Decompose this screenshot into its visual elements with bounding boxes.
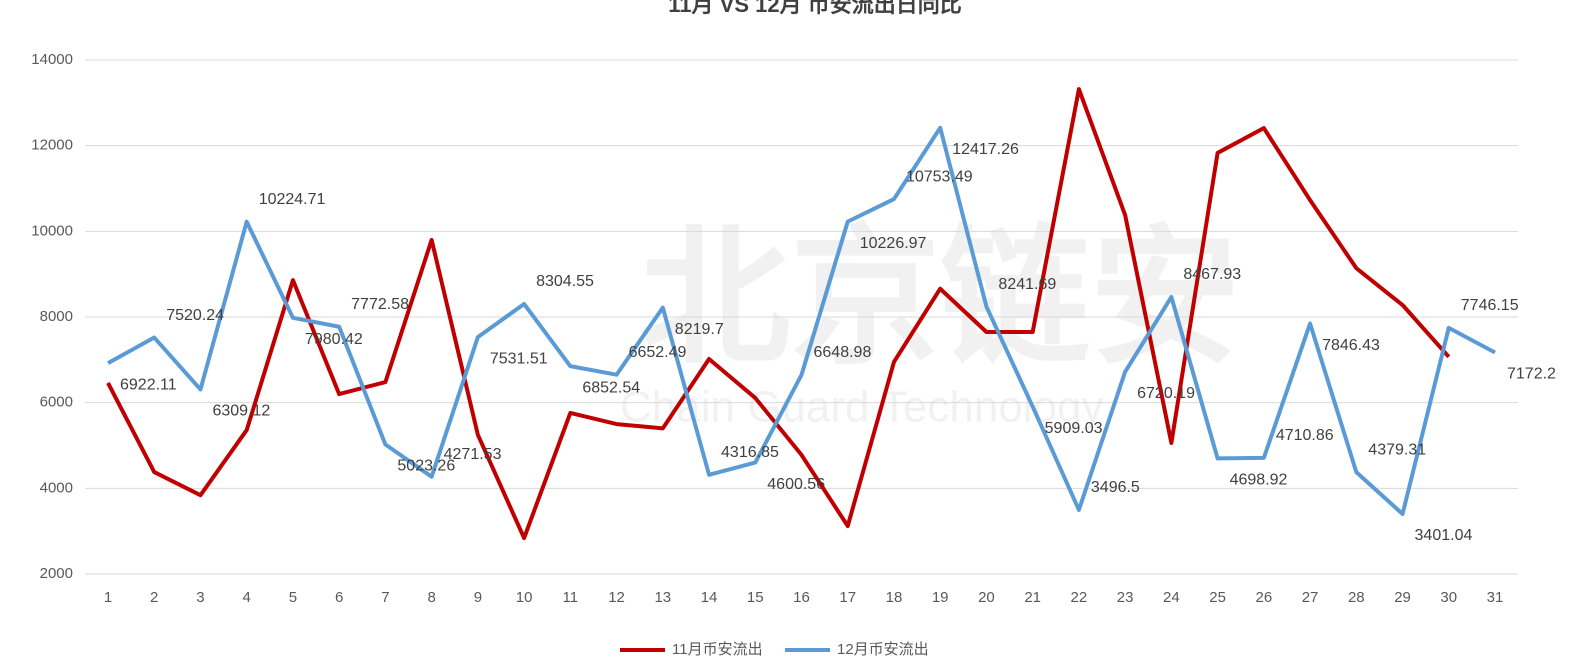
x-tick-label: 13	[654, 589, 671, 606]
y-tick-label: 14000	[31, 51, 73, 68]
series-line	[106, 87, 1451, 541]
y-tick-label: 10000	[31, 222, 73, 239]
data-label: 8304.55	[536, 273, 594, 290]
data-label: 7520.24	[166, 307, 224, 324]
x-tick-label: 29	[1394, 589, 1411, 606]
series-line	[107, 125, 1496, 516]
data-label: 4600.56	[767, 476, 825, 493]
x-tick-label: 10	[516, 589, 533, 606]
x-tick-label: 27	[1302, 589, 1319, 606]
data-label: 6652.49	[629, 344, 687, 361]
y-tick-label: 8000	[40, 308, 73, 325]
x-tick-label: 3	[196, 589, 204, 606]
x-tick-label: 11	[563, 589, 579, 606]
data-label: 4710.86	[1276, 427, 1334, 444]
x-tick-label: 4	[243, 589, 251, 606]
legend-label: 11月币安流出	[672, 641, 763, 658]
data-label: 8219.7	[675, 321, 724, 338]
data-label: 6852.54	[582, 379, 640, 396]
data-label: 7980.42	[305, 331, 363, 348]
data-label: 3401.04	[1415, 527, 1473, 544]
y-tick-label: 12000	[31, 137, 73, 154]
x-tick-label: 16	[793, 589, 810, 606]
x-tick-label: 19	[932, 589, 949, 606]
data-label: 8467.93	[1183, 266, 1241, 283]
data-label: 5909.03	[1045, 420, 1103, 437]
watermark: 北京链安	[640, 214, 1240, 382]
watermark-sub: Chain Guard Technology	[620, 383, 1104, 432]
x-tick-label: 14	[701, 589, 718, 606]
y-tick-label: 6000	[40, 394, 73, 411]
x-tick-label: 1	[104, 589, 112, 606]
x-tick-label: 8	[427, 589, 435, 606]
x-tick-label: 17	[839, 589, 856, 606]
data-label: 4698.92	[1230, 472, 1288, 489]
chart-title: 11月 VS 12月 币安流出日同比	[668, 0, 961, 17]
data-label: 10224.71	[259, 191, 326, 208]
data-label: 7846.43	[1322, 337, 1380, 354]
x-tick-label: 15	[747, 589, 764, 606]
x-tick-label: 2	[150, 589, 158, 606]
x-tick-label: 22	[1071, 589, 1088, 606]
x-tick-label: 7	[381, 589, 389, 606]
x-tick-label: 12	[608, 589, 625, 606]
data-label: 6648.98	[814, 344, 872, 361]
x-tick-label: 25	[1209, 589, 1226, 606]
data-label: 8241.69	[998, 276, 1056, 293]
data-label: 6720.19	[1137, 385, 1195, 402]
x-tick-label: 6	[335, 589, 343, 606]
data-label: 4379.31	[1368, 441, 1426, 458]
data-label: 7746.15	[1461, 297, 1519, 314]
x-tick-label: 28	[1348, 589, 1365, 606]
data-label: 5023.26	[397, 458, 455, 475]
x-tick-label: 21	[1024, 589, 1041, 606]
data-label: 10753.49	[906, 168, 973, 185]
data-label: 3496.5	[1091, 479, 1140, 496]
data-label: 6922.11	[120, 376, 177, 393]
x-tick-label: 24	[1163, 589, 1180, 606]
data-label: 12417.26	[952, 141, 1019, 158]
x-tick-label: 23	[1117, 589, 1134, 606]
x-tick-label: 9	[474, 589, 482, 606]
legend-label: 12月币安流出	[837, 641, 929, 658]
data-label: 6309.12	[212, 403, 270, 420]
x-tick-label: 5	[289, 589, 297, 606]
data-label: 7772.58	[351, 296, 409, 313]
data-label: 7172.2	[1507, 366, 1556, 383]
y-tick-label: 2000	[40, 565, 73, 582]
y-tick-label: 4000	[40, 479, 73, 496]
data-label: 10226.97	[860, 235, 927, 252]
x-tick-label: 31	[1487, 589, 1504, 606]
data-label: 7531.51	[490, 350, 548, 367]
data-label: 4271.53	[444, 446, 502, 463]
x-tick-label: 26	[1255, 589, 1272, 606]
x-tick-label: 30	[1440, 589, 1457, 606]
x-tick-label: 18	[886, 589, 903, 606]
x-tick-label: 20	[978, 589, 995, 606]
data-label: 4316.85	[721, 444, 779, 461]
